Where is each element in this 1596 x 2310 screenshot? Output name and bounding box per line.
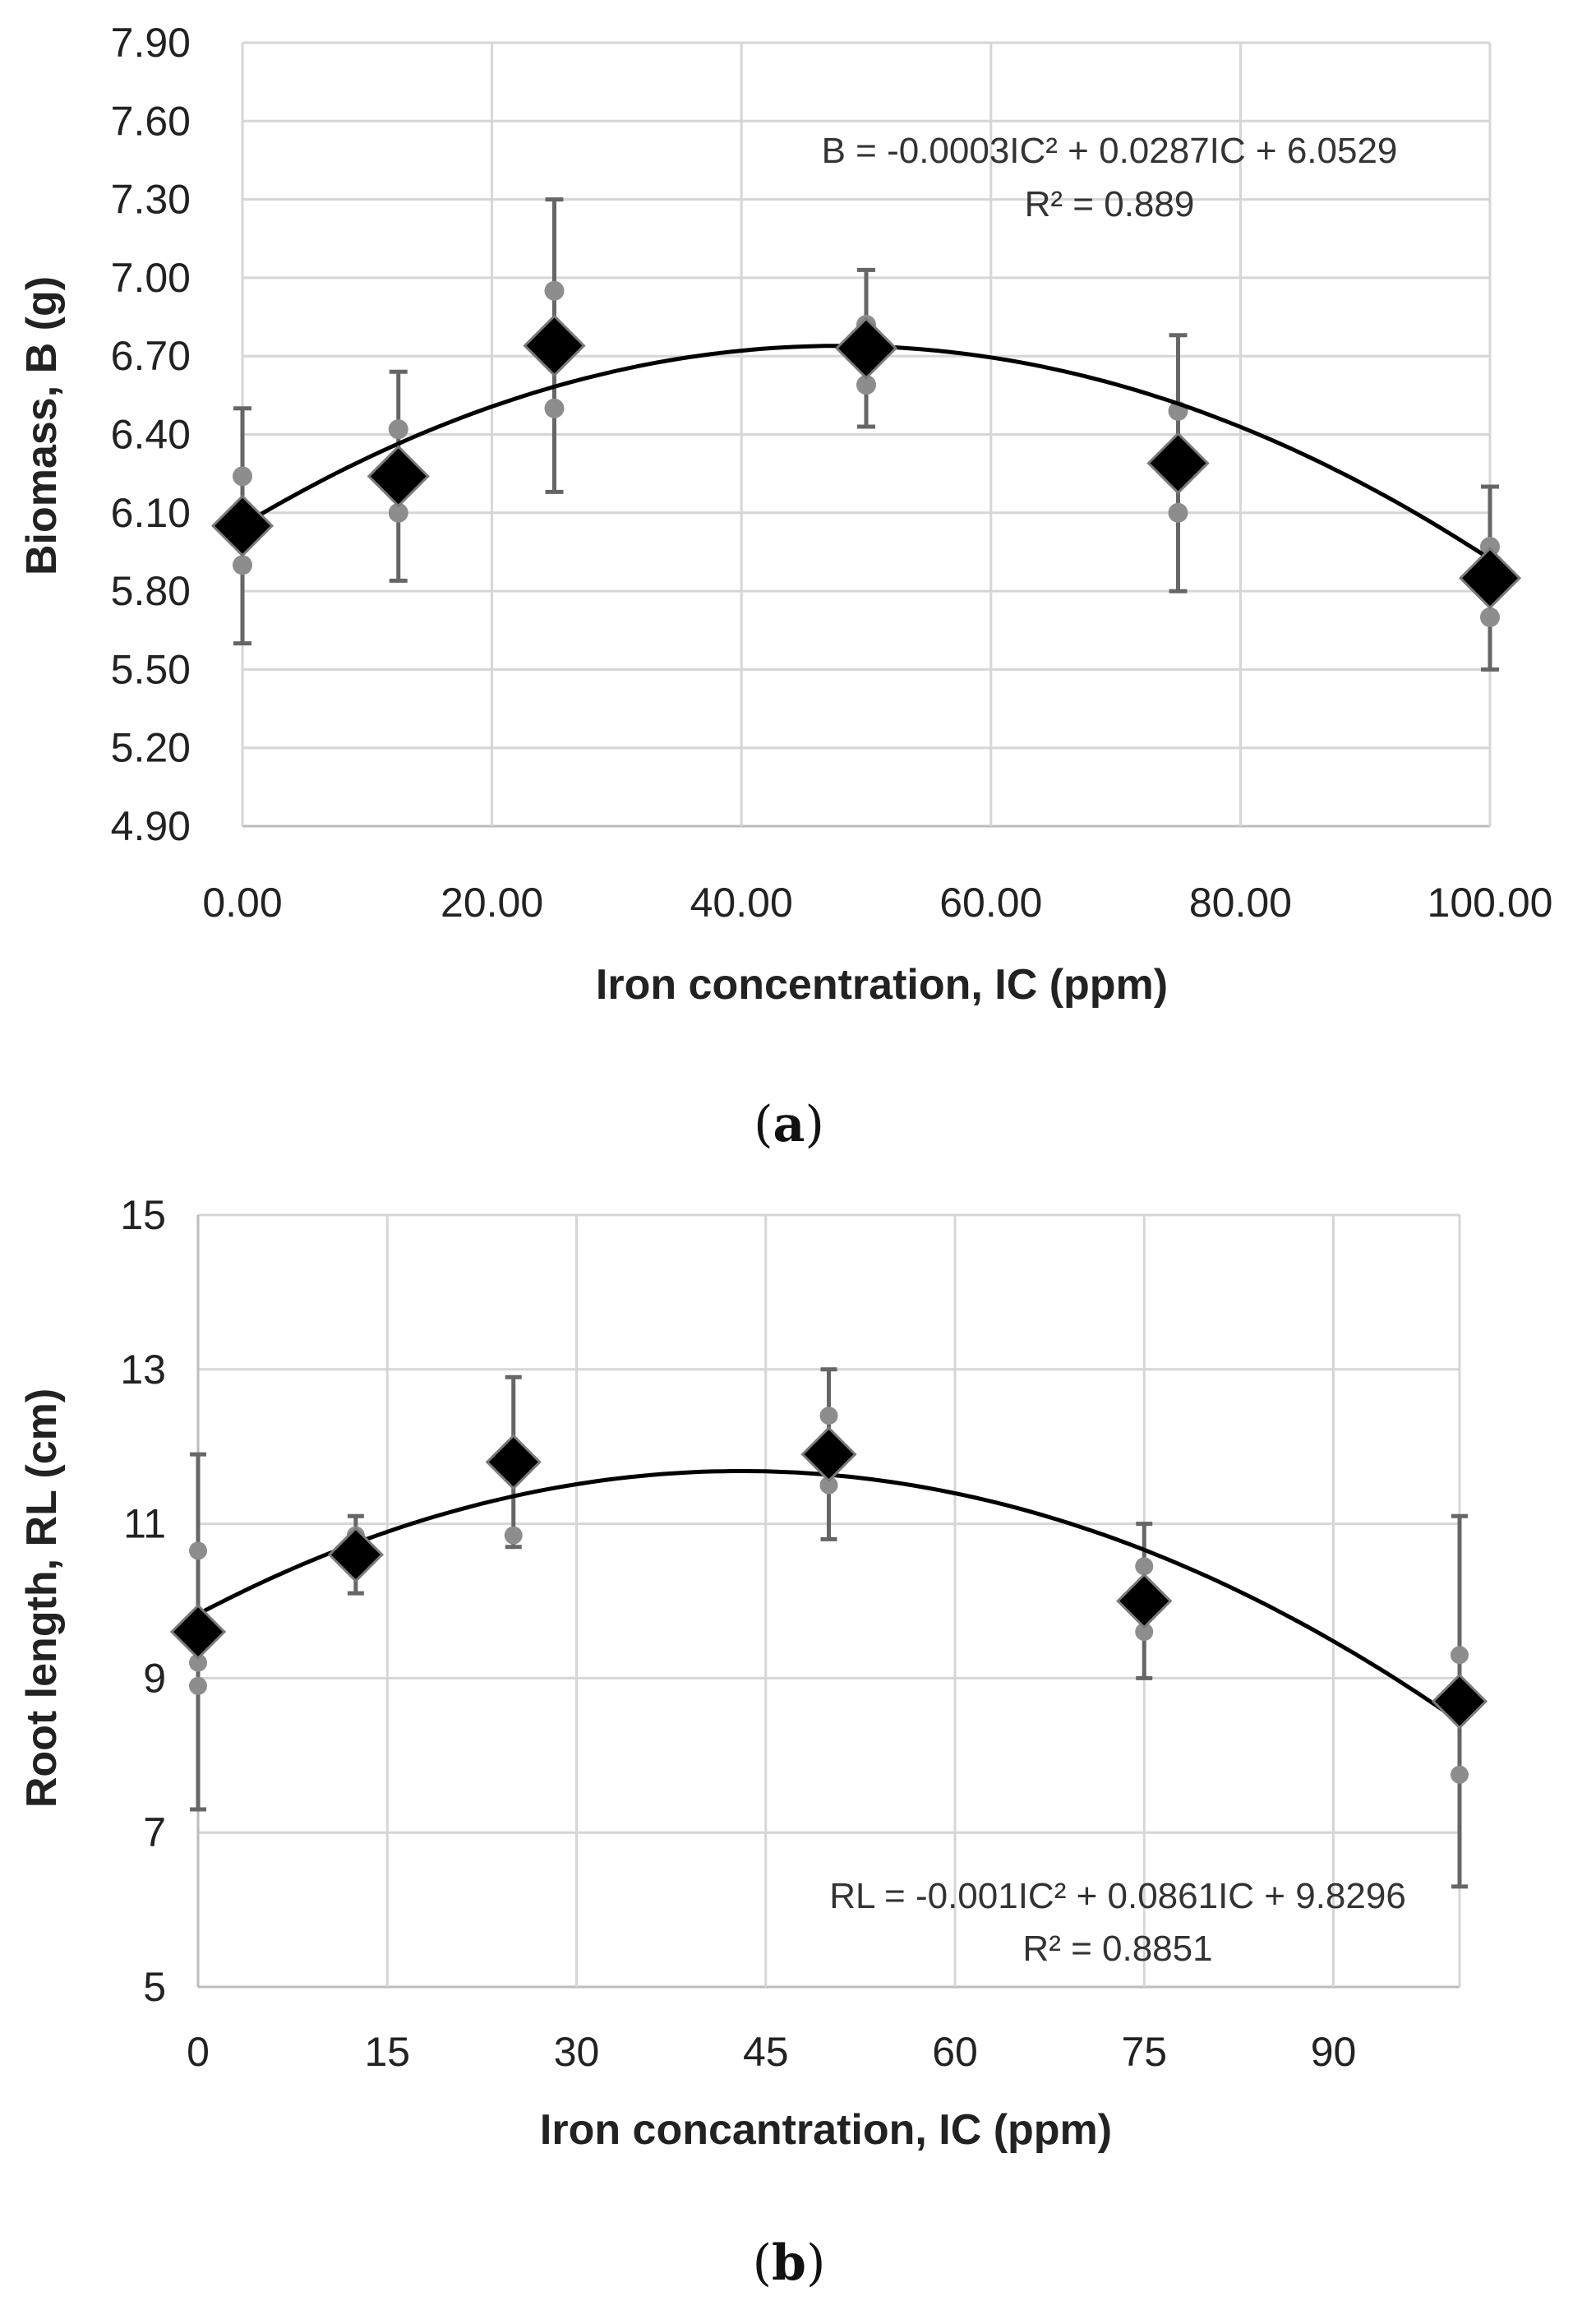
panel-b-caption: (b) xyxy=(753,2234,826,2292)
panel-a-biomass: 4.90 5.20 5.50 5.80 6.10 6.40 6.70 7.00 7.30 7.60… xyxy=(18,20,1552,1153)
panel-b-y-tick-label: 13 xyxy=(120,1347,166,1393)
panel-b-y-tick-label: 5 xyxy=(143,1964,166,2010)
panel-a-gridlines xyxy=(241,41,1492,828)
panel-a-mean-point xyxy=(210,494,274,557)
panel-a-x-tick-labels: 0.00 20.00 40.00 60.00 80.00 100.00 xyxy=(202,880,1552,926)
panel-b-y-tick-label: 15 xyxy=(120,1192,166,1238)
panel-b-mean-point xyxy=(169,1603,227,1661)
panel-a-y-axis-title: Biomass, B (g) xyxy=(18,276,66,575)
panel-a-mean-point xyxy=(1146,432,1210,495)
panel-b-x-tick-label: 90 xyxy=(1311,2029,1357,2075)
panel-a-replicate-point xyxy=(544,280,565,301)
panel-a-x-tick-label: 40.00 xyxy=(690,880,793,926)
panel-a-x-tick-label: 0.00 xyxy=(202,880,282,926)
panel-b-y-tick-label: 7 xyxy=(143,1809,166,1855)
panel-a-mean-points xyxy=(210,314,1522,610)
panel-b-replicate-point xyxy=(819,1407,838,1425)
panel-a-y-tick-label: 7.90 xyxy=(111,20,191,66)
panel-a-y-tick-label: 5.50 xyxy=(111,646,191,692)
panel-a-mean-point xyxy=(1458,547,1522,610)
panel-a-y-tick-label: 7.00 xyxy=(111,255,191,301)
panel-b-x-tick-labels: 0 15 30 45 60 75 90 xyxy=(187,2029,1356,2075)
panel-a-y-tick-label: 6.10 xyxy=(111,490,191,536)
panel-a-y-tick-label: 5.20 xyxy=(111,725,191,771)
panel-a-mean-point xyxy=(834,316,898,380)
panel-b-replicate-point xyxy=(819,1476,838,1495)
panel-a-replicate-point xyxy=(1168,502,1188,523)
panel-b-replicate-point xyxy=(1135,1623,1154,1642)
panel-b-x-tick-label: 60 xyxy=(932,2029,978,2075)
panel-a-x-tick-label: 80.00 xyxy=(1189,880,1292,926)
panel-b-x-tick-label: 45 xyxy=(743,2029,789,2075)
panel-a-y-tick-label: 6.70 xyxy=(111,333,191,379)
panel-b-replicate-point xyxy=(189,1653,207,1672)
panel-a-replicate-point xyxy=(544,398,565,418)
panel-a-y-tick-label: 4.90 xyxy=(111,803,191,849)
panel-b-mean-point xyxy=(1116,1573,1173,1629)
panel-b-r-squared: R² = 0.8851 xyxy=(1022,1929,1212,1969)
panel-a-replicate-point xyxy=(1480,607,1500,627)
panel-b-y-tick-label: 11 xyxy=(123,1501,166,1547)
panel-b-x-tick-label: 0 xyxy=(187,2029,210,2075)
panel-a-replicate-point xyxy=(233,466,252,487)
panel-a-y-tick-label: 7.60 xyxy=(111,98,191,144)
panel-b-mean-point xyxy=(1431,1673,1488,1730)
panel-a-x-tick-label: 100.00 xyxy=(1428,880,1553,926)
panel-b-mean-point xyxy=(485,1434,542,1490)
panel-b-replicate-point xyxy=(504,1526,523,1545)
panel-a-x-axis-title: Iron concentration, IC (ppm) xyxy=(596,961,1168,1009)
panel-a-replicate-point xyxy=(233,555,252,575)
panel-a-caption-letter: a xyxy=(773,1096,805,1153)
panel-b-mean-points xyxy=(169,1425,1488,1730)
panel-b-error-bars xyxy=(190,1367,1468,1889)
panel-b-gridlines xyxy=(196,1213,1461,1989)
panel-b-x-tick-label: 30 xyxy=(554,2029,600,2075)
panel-b-mean-point xyxy=(327,1527,384,1583)
panel-a-fit-equation: B = -0.0003IC² + 0.0287IC + 6.0529 xyxy=(822,131,1398,171)
panel-b-y-tick-label: 9 xyxy=(143,1655,166,1701)
panel-a-x-tick-label: 60.00 xyxy=(939,880,1042,926)
panel-a-y-tick-label: 5.80 xyxy=(111,568,191,614)
panel-a-x-tick-label: 20.00 xyxy=(441,880,543,926)
panel-b-y-axis-title: Root length, RL (cm) xyxy=(18,1388,66,1808)
panel-b-x-tick-label: 75 xyxy=(1121,2029,1167,2075)
panel-b-replicate-point xyxy=(189,1541,207,1560)
panel-b-fit-equation: RL = -0.001IC² + 0.0861IC + 9.8296 xyxy=(829,1876,1406,1916)
panel-b-x-axis-title: Iron concantration, IC (ppm) xyxy=(540,2106,1112,2154)
panel-a-y-tick-label: 7.30 xyxy=(111,177,191,223)
panel-a-replicate-point xyxy=(388,419,408,440)
panel-b-replicate-point xyxy=(1451,1646,1469,1665)
panel-b-y-tick-labels: 5 7 9 11 13 15 xyxy=(120,1192,166,2010)
panel-a-mean-point xyxy=(367,445,430,508)
panel-a-caption: (a) xyxy=(754,1096,824,1153)
panel-a-replicate-point xyxy=(856,375,876,395)
panel-b-replicate-point xyxy=(1135,1557,1154,1576)
panel-b-x-tick-label: 15 xyxy=(364,2029,410,2075)
panel-a-y-tick-labels: 4.90 5.20 5.50 5.80 6.10 6.40 6.70 7.00 7.30 7.60… xyxy=(111,20,191,849)
panel-b-mean-point xyxy=(800,1425,857,1483)
panel-a-y-tick-label: 6.40 xyxy=(111,412,191,458)
panel-b-replicate-point xyxy=(1451,1765,1469,1784)
panel-b-root-length: 5 7 9 11 13 15 0 15 30 45 60 75 90 Iron concantrati… xyxy=(18,1192,1488,2292)
panel-a-r-squared: R² = 0.889 xyxy=(1025,184,1195,224)
panel-a-mean-point xyxy=(523,314,586,377)
panel-b-caption-letter: b xyxy=(772,2234,806,2292)
panel-a-replicate-point xyxy=(388,502,408,523)
panel-b-replicate-point xyxy=(189,1676,207,1695)
